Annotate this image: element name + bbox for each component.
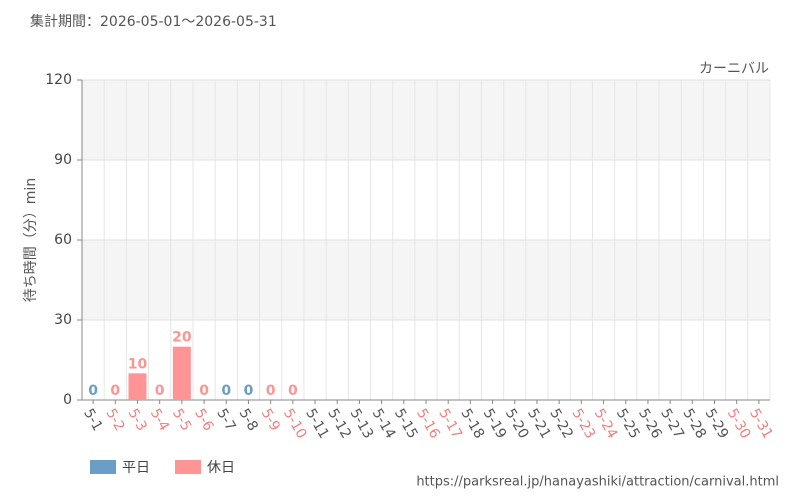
data-label: 0 [88,383,98,399]
grid-band [82,80,770,160]
legend-swatch [175,460,201,474]
y-tick-label: 30 [54,312,72,328]
x-tick-label: 5-7 [213,406,238,434]
data-label: 20 [172,330,192,346]
x-tick-label: 5-4 [147,406,172,434]
data-label: 0 [288,383,298,399]
x-tick-label: 5-5 [169,406,194,434]
x-tick-label: 5-31 [746,406,776,442]
x-tick-label: 5-8 [236,406,261,434]
legend-label: 平日 [122,460,150,476]
y-tick-label: 0 [63,392,72,408]
chart-title: 集計期間：2026-05-01～2026-05-31 [30,13,277,30]
x-tick-label: 5-1 [80,406,105,434]
grid-band [82,240,770,320]
legend-label: 休日 [207,460,235,476]
bar [128,373,147,400]
x-tick-label: 5-2 [102,406,127,434]
data-label: 0 [110,383,120,399]
x-tick-label: 5-3 [125,406,150,434]
y-tick-label: 120 [45,72,72,88]
data-label: 0 [266,383,276,399]
y-tick-label: 90 [54,152,72,168]
data-label: 0 [221,383,231,399]
data-label: 0 [244,383,254,399]
data-label: 10 [128,356,148,372]
source-url: https://parksreal.jp/hanayashiki/attract… [416,475,779,490]
chart-subtitle: カーニバル [699,61,769,77]
bar [172,346,191,400]
x-tick-label: 5-6 [191,406,216,434]
y-axis-label: 待ち時間（分）min [23,178,39,302]
y-tick-label: 60 [54,232,72,248]
data-label: 0 [199,383,209,399]
legend-swatch [90,460,116,474]
x-tick-label: 5-9 [258,406,283,434]
data-label: 0 [155,383,165,399]
